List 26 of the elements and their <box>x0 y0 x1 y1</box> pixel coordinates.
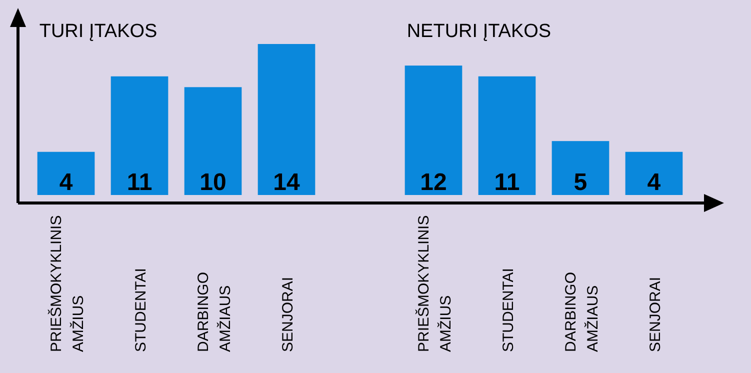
bar <box>37 152 95 195</box>
bar <box>552 141 610 195</box>
bar <box>404 66 462 195</box>
data-label: 12 <box>420 169 447 196</box>
data-label: 14 <box>273 169 300 196</box>
x-tick-label: DARBINGO AMŽIAUS <box>195 272 234 352</box>
data-label: 4 <box>59 169 74 196</box>
x-tick-label: SENJORAI <box>646 276 664 352</box>
data-label: 11 <box>494 169 520 196</box>
x-tick-label: DARBINGO AMŽIAUS <box>562 272 602 352</box>
data-label: 11 <box>126 169 152 196</box>
data-label: 4 <box>647 169 662 196</box>
bar <box>258 44 316 195</box>
x-tick-label: SENJORAI <box>280 276 297 352</box>
bar <box>625 152 683 195</box>
text: NETURI ĮTAKOS <box>406 21 552 42</box>
x-tick-label: STUDENTAI <box>132 268 150 352</box>
data-label: 5 <box>574 169 588 196</box>
x-tick-label: PRIEŠMOKYKLINIS AMŽIUS <box>47 215 88 352</box>
bar <box>110 76 168 195</box>
data-label: 10 <box>200 169 226 196</box>
x-tick-label: PRIEŠMOKYKLINIS AMŽIUS <box>414 215 454 352</box>
bar <box>184 87 242 195</box>
x-tick-label: STUDENTAI <box>500 268 517 352</box>
text: TURI ĮTAKOS <box>39 21 158 42</box>
bar <box>478 76 536 195</box>
